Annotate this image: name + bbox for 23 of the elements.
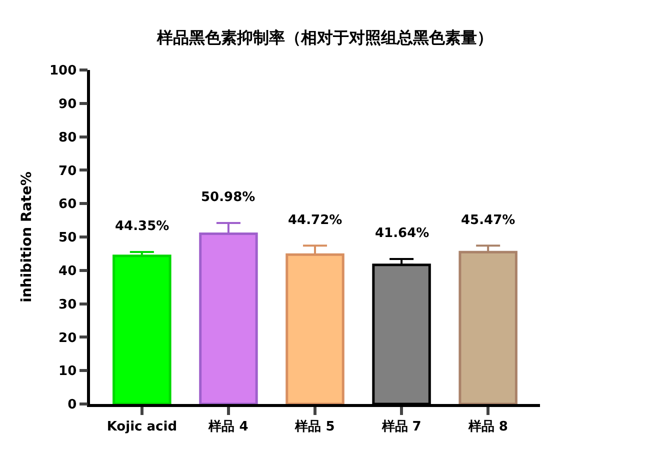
y-tick-label: 100: [50, 64, 77, 79]
data-label: 41.64%: [375, 226, 430, 241]
x-tick-label: 样品 5: [294, 419, 335, 434]
x-tick-label: 样品 4: [208, 419, 248, 434]
y-tick-label: 50: [58, 230, 77, 246]
x-tick-label: Kojic acid: [106, 419, 178, 434]
x-tick-label: 样品 7: [380, 419, 422, 434]
y-tick-label: 40: [58, 264, 77, 279]
y-tick-label: 90: [58, 96, 77, 112]
x-tick-label: 样品 8: [467, 419, 508, 434]
y-tick-label: 70: [58, 164, 77, 179]
data-label: 44.35%: [115, 219, 170, 234]
y-axis-title: inhibition Rate%: [19, 172, 36, 302]
chart-title: 样品黑色素抑制率（相对于对照组总黑色素量）: [156, 28, 493, 47]
data-label: 45.47%: [461, 213, 516, 228]
y-tick-label: 80: [58, 130, 77, 146]
y-tick-label: 60: [58, 197, 77, 212]
data-label: 44.72%: [288, 213, 342, 228]
y-tick-label: 0: [68, 398, 77, 413]
y-tick-label: 30: [58, 297, 77, 312]
y-tick-label: 10: [58, 364, 77, 380]
data-label: 50.98%: [201, 190, 256, 205]
y-tick-label: 20: [58, 330, 77, 346]
